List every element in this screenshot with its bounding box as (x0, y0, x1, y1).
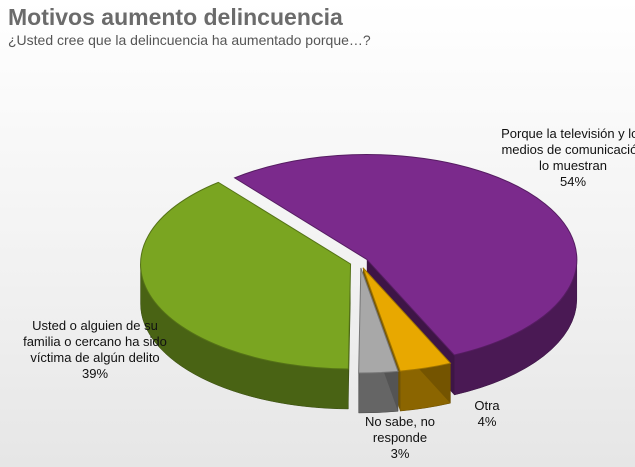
chart-subtitle: ¿Usted cree que la delincuencia ha aumen… (8, 32, 371, 48)
slice (233, 153, 578, 356)
value-label: 4% (477, 414, 497, 429)
slice (140, 181, 352, 370)
value-label: 54% (559, 174, 587, 189)
slice-label: Usted o alguien de su familia o cercano … (20, 318, 170, 382)
slice-label: No sabe, no responde 3% (350, 414, 450, 462)
slice-label: Porque la televisión y los medios de com… (498, 126, 635, 190)
category-label: No sabe, no responde (364, 414, 436, 445)
slice (362, 267, 452, 372)
value-label: 39% (81, 366, 109, 381)
category-label: Usted o alguien de su familia o cercano … (23, 318, 167, 365)
slice-label: Otra 4% (462, 398, 512, 430)
category-label: Otra (474, 398, 500, 413)
category-label: Porque la televisión y los medios de com… (501, 126, 635, 173)
slice (358, 267, 399, 374)
value-label: 3% (390, 446, 410, 461)
chart-title: Motivos aumento delincuencia (8, 4, 343, 30)
